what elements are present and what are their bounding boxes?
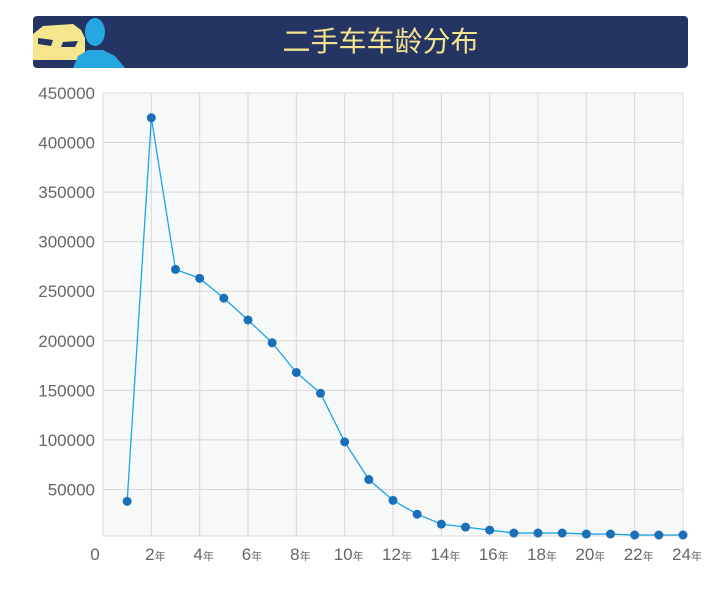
x-tick-label: 0 (90, 545, 99, 564)
x-tick-number: 4 (193, 545, 202, 564)
x-tick-unit: 年 (691, 549, 702, 563)
x-tick-label: 6年 (242, 545, 262, 564)
x-tick-unit: 年 (251, 549, 262, 563)
x-tick-number: 10 (334, 545, 353, 564)
x-tick-unit: 年 (155, 549, 166, 563)
x-tick-label: 12年 (382, 545, 412, 564)
data-point (485, 525, 495, 535)
x-tick-label: 20年 (575, 545, 605, 564)
x-tick-label: 2年 (145, 545, 165, 564)
x-tick-unit: 年 (546, 549, 557, 563)
data-point (171, 264, 180, 274)
y-tick-label: 250000 (38, 282, 95, 301)
x-tick-label: 22年 (624, 545, 654, 564)
data-point (388, 495, 398, 505)
data-point (461, 522, 470, 532)
data-point (557, 528, 567, 538)
data-point (581, 529, 591, 539)
data-point (364, 475, 374, 485)
x-tick-unit: 年 (300, 549, 311, 563)
x-tick-number: 14 (430, 545, 449, 564)
x-tick-label: 24年 (672, 545, 702, 564)
data-point (509, 528, 519, 538)
x-tick-label: 18年 (527, 545, 557, 564)
y-tick-label: 100000 (38, 431, 95, 450)
x-tick-number: 18 (527, 545, 546, 564)
data-point (340, 437, 350, 447)
y-tick-label: 50000 (48, 480, 95, 499)
x-tick-unit: 年 (401, 549, 412, 563)
y-tick-label: 450000 (38, 84, 95, 103)
data-point (533, 528, 543, 538)
data-point (436, 519, 446, 529)
x-tick-unit: 年 (594, 549, 605, 563)
x-tick-number: 12 (382, 545, 401, 564)
x-tick-label: 14年 (430, 545, 460, 564)
chart-title: 二手车车龄分布 (282, 25, 479, 58)
data-point (267, 338, 277, 348)
data-point (243, 315, 253, 325)
data-point (606, 529, 615, 539)
y-tick-label: 300000 (38, 233, 95, 252)
data-point (146, 113, 156, 123)
x-tick-number: 24 (672, 545, 691, 564)
x-tick-label: 8年 (290, 545, 310, 564)
x-tick-number: 2 (145, 545, 154, 564)
x-tick-number: 0 (90, 545, 99, 564)
x-tick-label: 10年 (334, 545, 364, 564)
x-tick-unit: 年 (643, 549, 654, 563)
x-tick-unit: 年 (353, 549, 364, 563)
y-tick-label: 400000 (38, 134, 95, 153)
data-point (412, 509, 422, 519)
y-tick-label: 200000 (38, 332, 95, 351)
data-point (654, 530, 664, 540)
y-tick-label: 350000 (38, 183, 95, 202)
x-tick-label: 16年 (479, 545, 509, 564)
data-point (316, 388, 325, 398)
x-tick-number: 16 (479, 545, 498, 564)
x-tick-number: 20 (575, 545, 594, 564)
data-point (630, 530, 640, 540)
x-tick-number: 6 (242, 545, 251, 564)
car-and-person-icon (33, 18, 125, 68)
data-point (122, 496, 132, 506)
x-tick-unit: 年 (498, 549, 509, 563)
data-point (219, 293, 229, 303)
x-tick-label: 4年 (193, 545, 213, 564)
x-tick-number: 22 (624, 545, 643, 564)
x-tick-unit: 年 (449, 549, 460, 563)
x-tick-number: 8 (290, 545, 299, 564)
x-tick-unit: 年 (203, 549, 214, 563)
data-point (195, 273, 205, 283)
data-point (678, 530, 688, 540)
data-point (291, 367, 301, 377)
y-tick-label: 150000 (38, 381, 95, 400)
title-banner: 二手车车龄分布 (33, 16, 688, 68)
